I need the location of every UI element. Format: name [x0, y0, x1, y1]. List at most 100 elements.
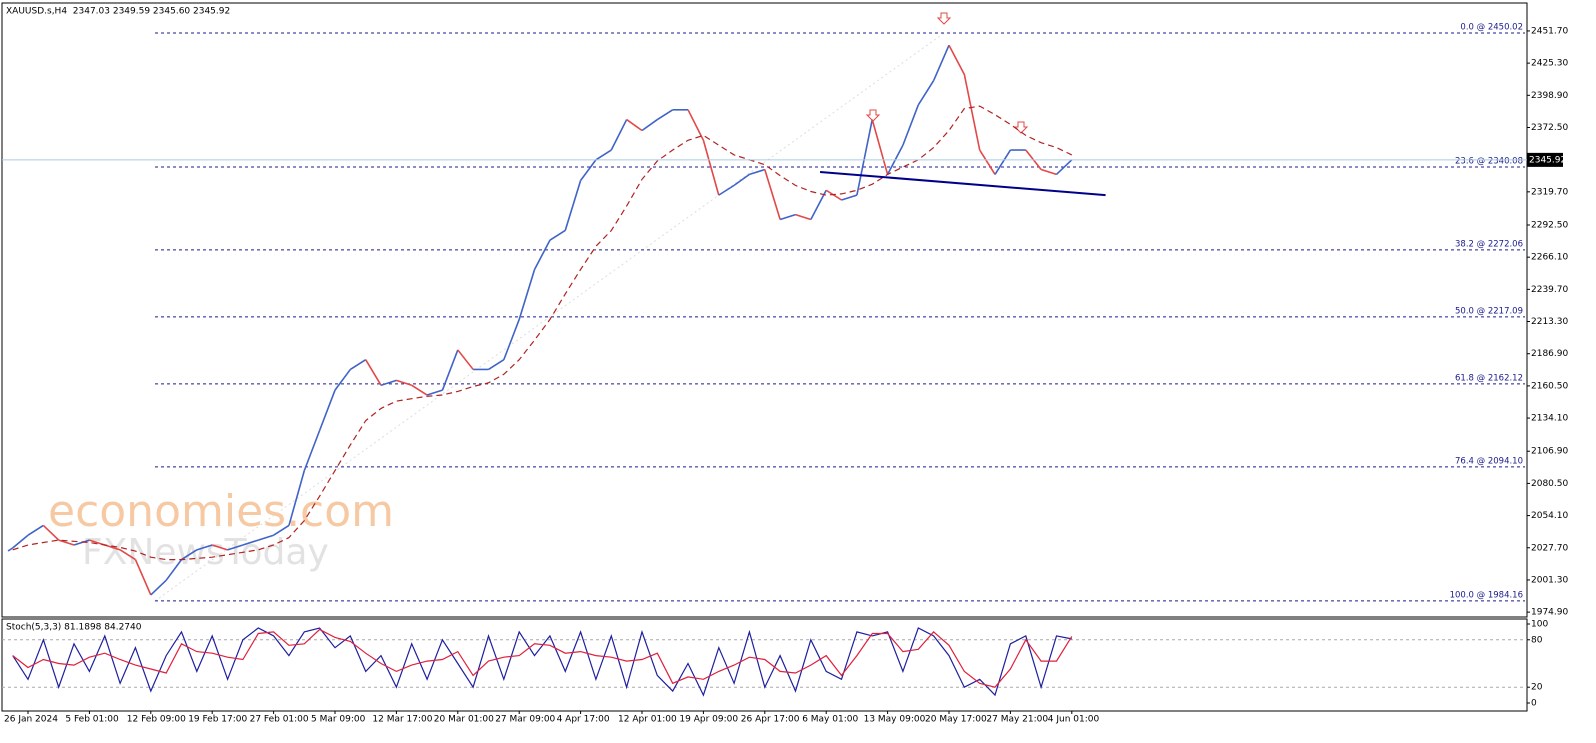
- price-bar: [42, 524, 60, 541]
- price-bar: [626, 118, 643, 132]
- y-tick-label: 2027.70: [1531, 543, 1568, 553]
- price-bar: [273, 524, 290, 536]
- price-bar: [963, 74, 981, 151]
- price-bar: [871, 119, 889, 175]
- price-bar: [181, 549, 198, 561]
- y-tick-label: 2106.90: [1531, 447, 1568, 457]
- arrow: [865, 109, 881, 122]
- price-bar: [134, 559, 152, 596]
- price-bar: [656, 109, 674, 121]
- price-bar: [303, 430, 321, 471]
- price-bar: [917, 80, 935, 106]
- x-tick-label: 26 Apr 17:00: [741, 715, 800, 725]
- price-bar: [12, 534, 29, 549]
- signal-line: [12, 628, 1073, 688]
- price-bar: [518, 269, 536, 320]
- price-bar: [979, 149, 996, 175]
- y-tick-label: 2001.30: [1531, 575, 1568, 585]
- y-tick-label: 2213.30: [1531, 317, 1568, 327]
- price-bar: [288, 470, 306, 526]
- price-bar: [549, 229, 566, 241]
- price-bar: [533, 239, 551, 270]
- price-bar: [641, 118, 658, 132]
- price-bar: [196, 544, 213, 551]
- price-bar: [150, 579, 167, 596]
- price-bar: [396, 379, 412, 387]
- y-tick-label: 1974.90: [1531, 608, 1568, 618]
- y-tick-label: 2134.10: [1531, 414, 1568, 424]
- price-bar: [211, 544, 228, 551]
- price-bar: [365, 359, 382, 386]
- x-tick-label: 19 Feb 17:00: [188, 715, 247, 725]
- fib-label: 0.0 @ 2450.02: [1460, 22, 1523, 32]
- price-bar: [564, 180, 582, 231]
- x-tick-label: 26 Jan 2024: [4, 715, 58, 725]
- price-bar: [258, 534, 274, 541]
- stoch-panel: [1, 618, 1528, 712]
- price-bar: [73, 539, 90, 546]
- price-bar: [718, 184, 735, 196]
- main-line: [12, 627, 1072, 697]
- y-tick-label: 2266.10: [1531, 253, 1568, 263]
- y-tick-label: 2239.70: [1531, 285, 1568, 295]
- y-tick-label: 2425.30: [1531, 59, 1568, 69]
- fib-guide: [154, 32, 945, 602]
- price-panel: [1, 2, 1528, 618]
- fib-label: 38.2 @ 2272.06: [1455, 239, 1523, 249]
- y-tick-label: 2054.10: [1531, 511, 1568, 521]
- chart-title: XAUUSD.s,H4 2347.03 2349.59 2345.60 2345…: [6, 7, 230, 17]
- price-bar: [825, 189, 842, 201]
- x-tick-label: 4 Jun 01:00: [1048, 715, 1100, 725]
- price-bar: [610, 119, 628, 151]
- x-tick-label: 27 Mar 09:00: [495, 715, 555, 725]
- price-bar: [702, 140, 720, 196]
- y-tick-label: 80: [1531, 635, 1543, 645]
- price-bar: [902, 104, 920, 146]
- price-bar: [856, 119, 874, 196]
- price-bar: [119, 549, 136, 561]
- x-tick-label: 4 Apr 17:00: [557, 715, 610, 725]
- x-tick-label: 12 Mar 17:00: [372, 715, 432, 725]
- y-tick-label: 2160.50: [1531, 381, 1568, 391]
- x-tick-label: 20 May 17:00: [925, 715, 987, 725]
- price-bar: [242, 539, 259, 546]
- price-bar: [764, 169, 781, 220]
- y-tick-label: 2080.50: [1531, 479, 1568, 489]
- peak-arrows: [865, 12, 1029, 134]
- y-tick-label: 2398.90: [1531, 91, 1568, 101]
- signal-line: [12, 105, 1073, 561]
- watermark: economies.com: [48, 486, 394, 537]
- fib-label: 23.6 @ 2340.08: [1455, 156, 1523, 166]
- x-tick-label: 12 Feb 09:00: [127, 715, 186, 725]
- x-tick-label: 27 Feb 01:00: [250, 715, 309, 725]
- price-bar: [779, 213, 796, 221]
- x-tick-label: 5 Mar 09:00: [311, 715, 366, 725]
- price-bar: [810, 189, 827, 220]
- price-bar: [426, 389, 443, 396]
- fib-label: 76.4 @ 2094.10: [1455, 456, 1523, 466]
- price-bar: [948, 44, 966, 75]
- price-bar: [411, 384, 428, 396]
- indicator-title: Stoch(5,3,3) 81.1898 84.2740: [6, 623, 142, 633]
- arrow: [936, 12, 952, 25]
- price-bar: [457, 349, 474, 370]
- price-bar: [687, 109, 705, 141]
- y-tick-label: 2451.70: [1531, 26, 1568, 36]
- price-bar: [227, 544, 244, 551]
- price-bar: [503, 319, 520, 360]
- fib-label: 100.0 @ 1984.16: [1450, 590, 1523, 600]
- fib-label: 50.0 @ 2217.09: [1455, 306, 1523, 316]
- y-tick-label: 20: [1531, 683, 1543, 693]
- price-bar: [165, 559, 183, 581]
- price-bar: [994, 149, 1012, 175]
- price-bar: [1040, 168, 1057, 176]
- price-bar: [27, 524, 44, 536]
- price-bar: [932, 44, 950, 81]
- price-bar: [380, 379, 397, 387]
- price-bar: [579, 159, 597, 181]
- x-tick-label: 27 May 21:00: [986, 715, 1048, 725]
- x-tick-label: 5 Feb 01:00: [65, 715, 119, 725]
- y-tick-label: 2186.90: [1531, 349, 1568, 359]
